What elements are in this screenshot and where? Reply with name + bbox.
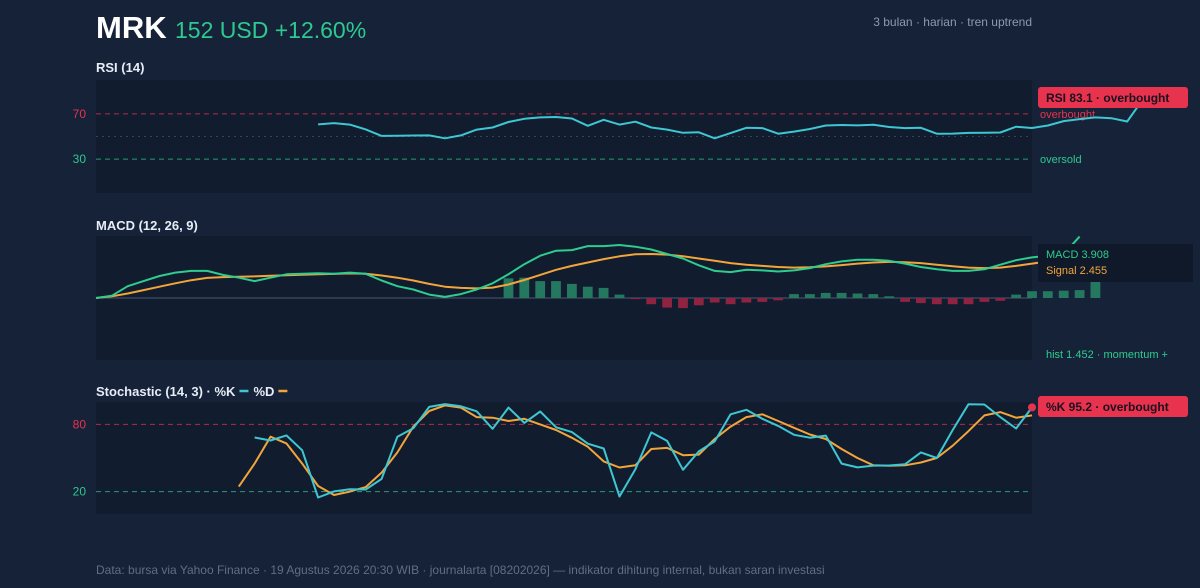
macd-hist-bar xyxy=(1027,291,1037,298)
macd-hist-bar xyxy=(1011,294,1021,298)
stoch-tick-0: 80 xyxy=(73,417,87,431)
stoch-badge-bg xyxy=(1038,396,1188,417)
macd-hist-bar xyxy=(614,294,625,298)
macd-hist-bar xyxy=(662,298,672,308)
source-footer: Data: bursa via Yahoo Finance · 19 Agust… xyxy=(96,563,825,577)
stoch-tick-1: 20 xyxy=(73,485,87,499)
macd-hist-bar xyxy=(693,298,704,306)
macd-legend-box xyxy=(1038,244,1193,282)
macd-hist-bar xyxy=(678,298,688,309)
macd-hist-bar xyxy=(820,292,831,298)
macd-hist-bar xyxy=(1042,291,1053,298)
stochastic-title: Stochastic (14, 3) · %K xyxy=(96,384,236,399)
macd-hist-bar xyxy=(931,298,942,305)
rsi-badge-bg xyxy=(1038,87,1188,108)
macd-hist-bar xyxy=(709,298,720,303)
macd-line xyxy=(95,235,1081,299)
macd-title: MACD (12, 26, 9) xyxy=(96,218,198,233)
macd-hist-bar xyxy=(1058,290,1069,298)
macd-hist-bar xyxy=(884,296,895,298)
macd-hist-bar xyxy=(567,283,577,298)
macd-hist-bar xyxy=(757,298,768,302)
macd-hist-bar xyxy=(1090,274,1101,298)
stoch-k-line xyxy=(254,403,1033,499)
rsi-level-label-1: oversold xyxy=(1040,154,1082,166)
macd-hist-bar xyxy=(1074,290,1085,298)
macd-hist-bar xyxy=(868,294,879,298)
macd-hist-bar xyxy=(963,298,974,305)
macd-hist-bar xyxy=(582,286,593,298)
rsi-badge: RSI 83.1 · overbought xyxy=(1046,91,1169,105)
macd-hist-bar xyxy=(789,294,799,298)
macd-hist-bar xyxy=(598,287,609,298)
signal-value-label: Signal 2.455 xyxy=(1046,265,1107,277)
rsi-tick-0: 70 xyxy=(73,107,87,121)
signal-line xyxy=(95,253,1080,299)
macd-hist-bar xyxy=(630,298,641,300)
macd-hist-bar xyxy=(947,298,958,305)
macd-hist-bar xyxy=(916,298,926,304)
macd-hist-bar xyxy=(773,298,784,301)
macd-hist-bar xyxy=(551,281,561,298)
stoch-last-dot xyxy=(1028,403,1036,412)
stochastic-panel xyxy=(96,402,1032,514)
rsi-level-label-0: overbought xyxy=(1040,109,1095,121)
macd-hist-bar xyxy=(741,298,752,303)
macd-hist-bar xyxy=(725,298,736,305)
ticker-symbol: MRK xyxy=(96,10,167,45)
rsi-tick-1: 30 xyxy=(73,152,87,166)
price-change: 152 USD +12.60% xyxy=(175,17,367,43)
macd-hist-bar xyxy=(503,278,514,298)
macd-hist-bar xyxy=(852,293,863,298)
rsi-title: RSI (14) xyxy=(96,60,144,75)
macd-hist-bar xyxy=(646,298,657,305)
macd-hist-bar xyxy=(979,298,990,302)
macd-hist-bar xyxy=(519,277,530,298)
d-legend-label: %D xyxy=(253,384,274,399)
macd-hist-bar xyxy=(900,298,910,302)
macd-hist-bar xyxy=(995,298,1006,301)
macd-hist-bar xyxy=(535,281,546,298)
macd-value-label: MACD 3.908 xyxy=(1046,249,1109,261)
macd-hist-bar xyxy=(836,292,847,298)
hist-value-label: hist 1.452 · momentum + xyxy=(1046,349,1168,361)
chart-meta: 3 bulan · harian · tren uptrend xyxy=(873,15,1032,29)
rsi-line xyxy=(318,98,1144,140)
macd-hist-bar xyxy=(805,294,815,298)
stoch-badge: %K 95.2 · overbought xyxy=(1046,400,1169,414)
